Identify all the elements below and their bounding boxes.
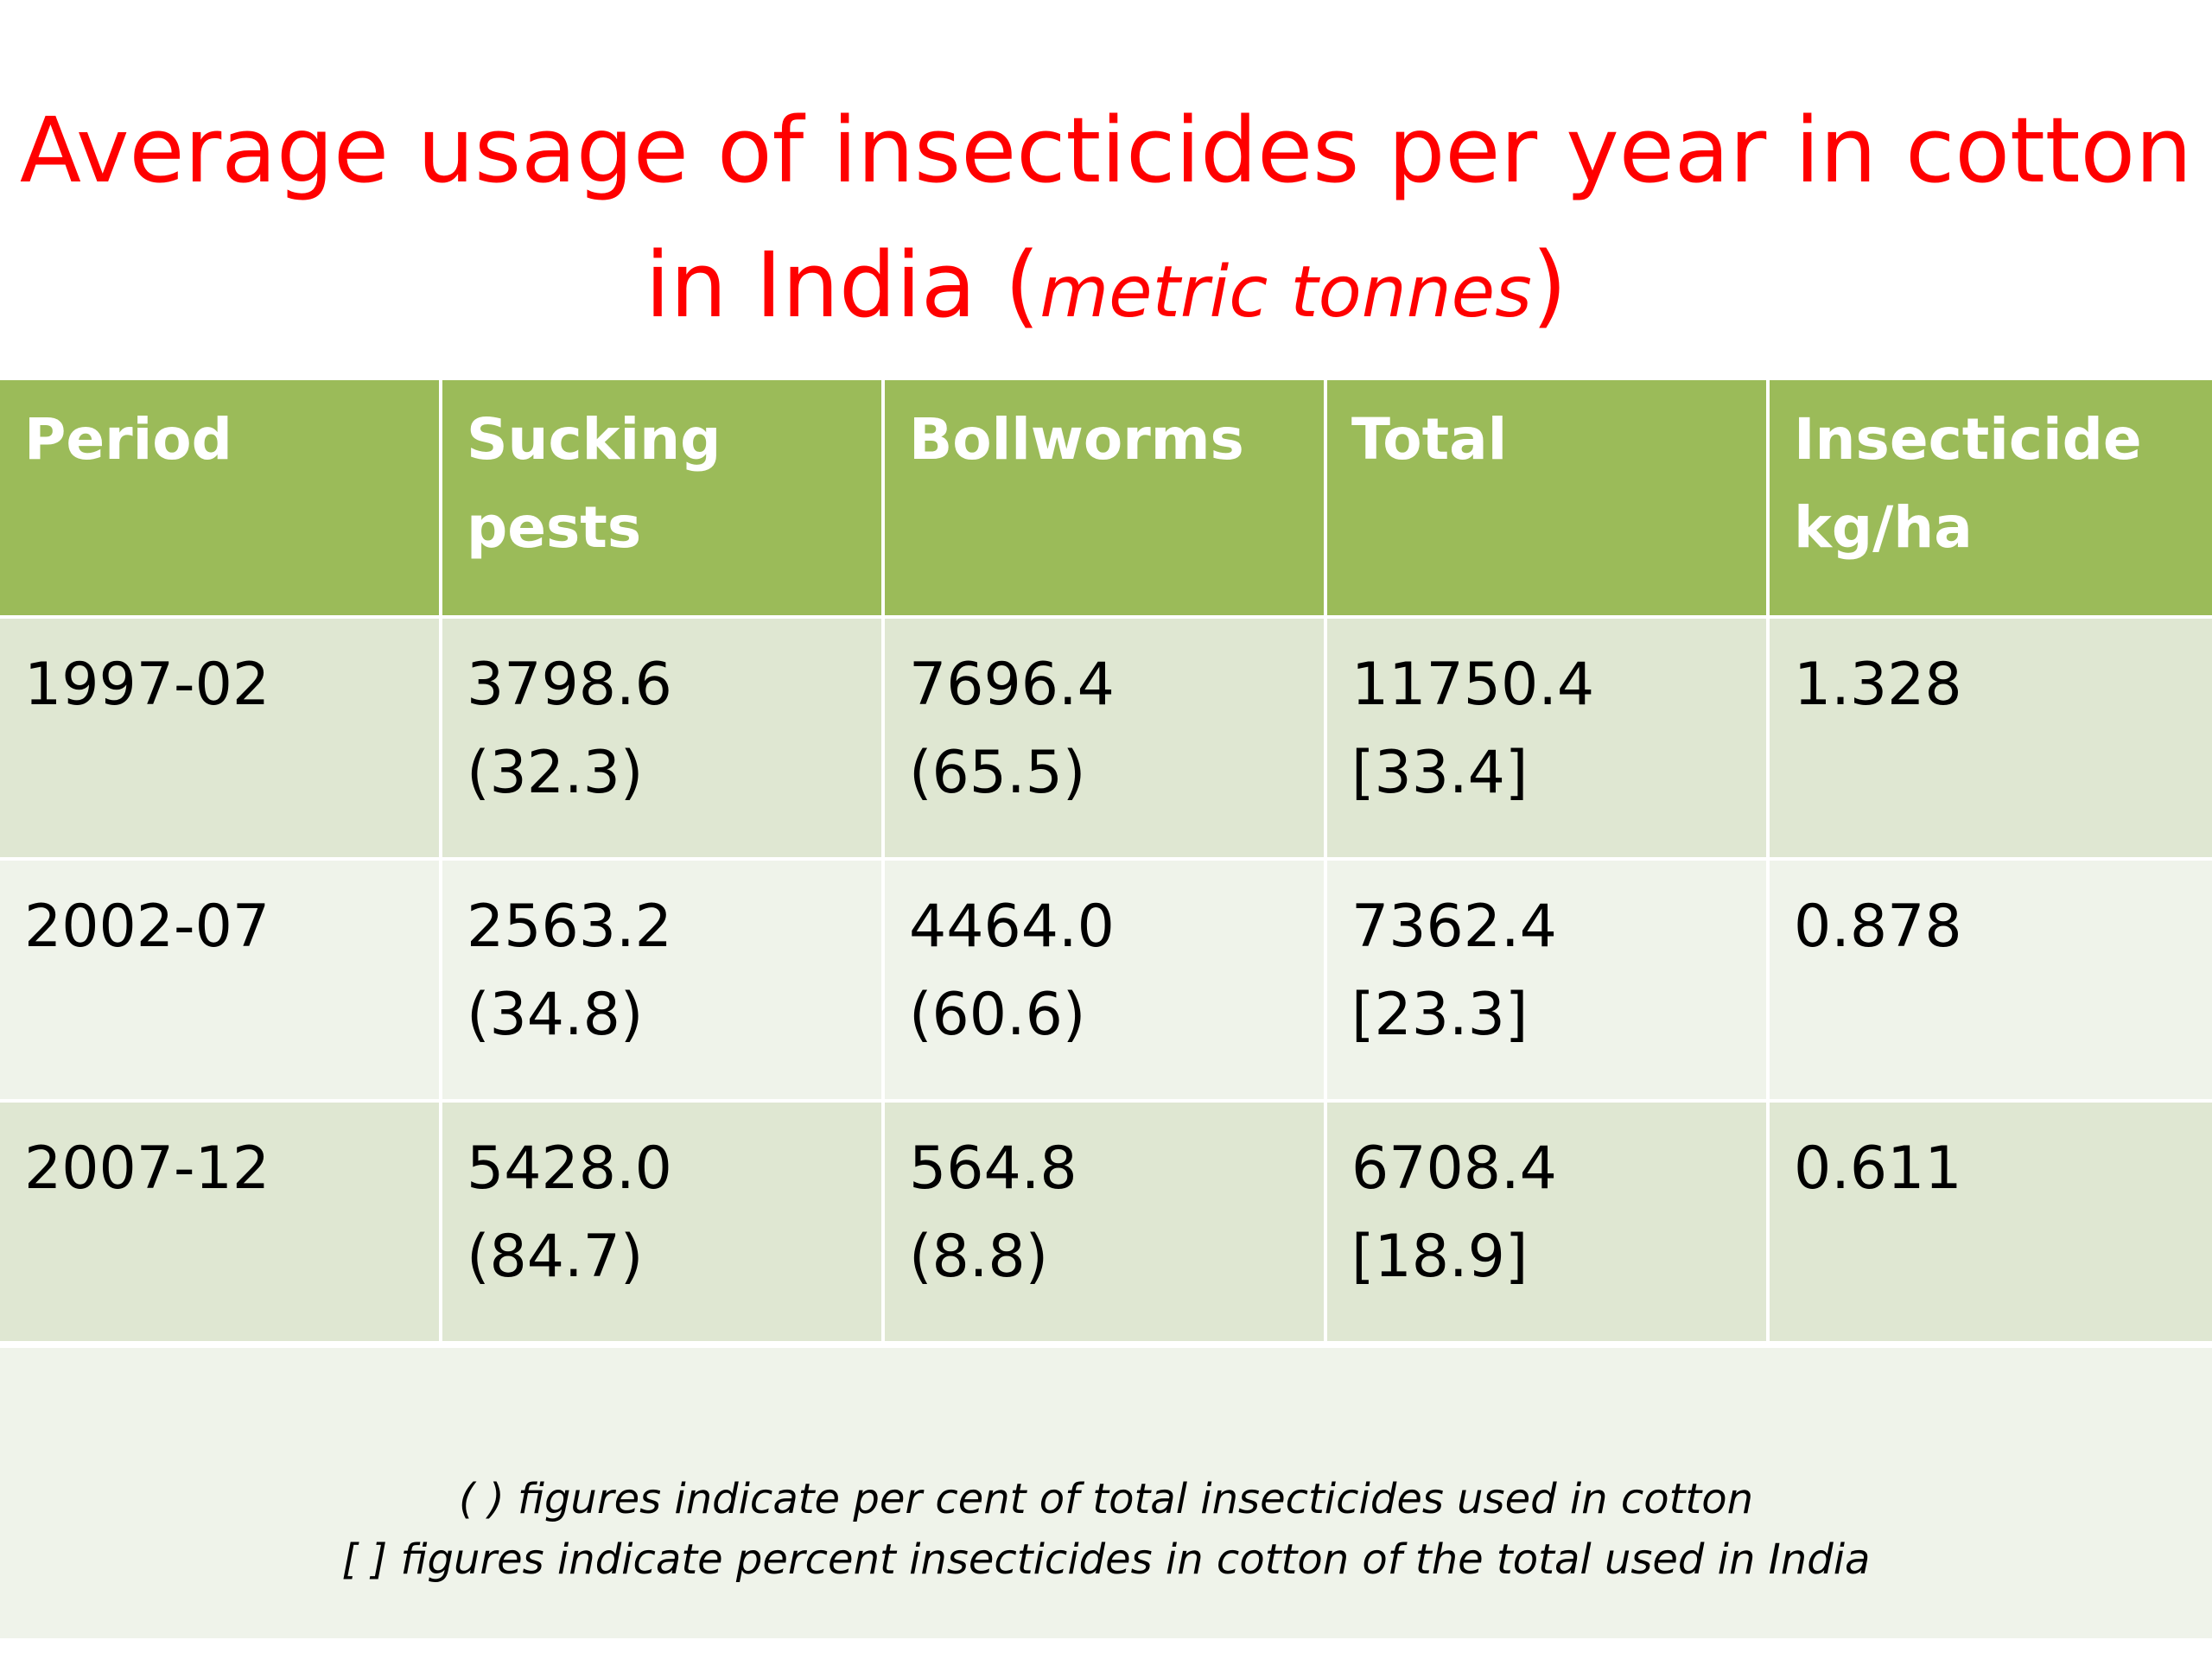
cell-total: 11750.4 [33.4]: [1327, 619, 1770, 861]
cell-kg-ha: 0.611: [1770, 1103, 2212, 1344]
table-row: 2007-12 5428.0 (84.7) 564.8 (8.8) 6708.4…: [0, 1103, 2212, 1344]
kg-ha-value: 0.611: [1794, 1135, 1962, 1203]
table-header-row: Period Sucking pests Bollworms Total Ins…: [0, 380, 2212, 619]
cell-sucking: 3798.6 (32.3): [442, 619, 885, 861]
kg-ha-value: 1.328: [1794, 651, 1962, 719]
header-bollworms: Bollworms: [885, 380, 1327, 619]
footnote-brackets: [ ] figures indicate percent insecticide…: [341, 1535, 1871, 1584]
cell-period: 2002-07: [0, 861, 442, 1103]
total-value: 11750.4: [1351, 651, 1595, 719]
header-kg-ha: Insecticide kg/ha: [1770, 380, 2212, 619]
bollworms-percent: (65.5): [909, 739, 1086, 807]
footnotes: ( ) figures indicate per cent of total i…: [0, 1469, 2212, 1590]
sucking-value: 2563.2: [467, 893, 672, 961]
cell-total: 6708.4 [18.9]: [1327, 1103, 1770, 1344]
cell-bollworms: 7696.4 (65.5): [885, 619, 1327, 861]
cell-total: 7362.4 [23.3]: [1327, 861, 1770, 1103]
header-period-label: Period: [24, 406, 232, 473]
bollworms-percent: (8.8): [909, 1223, 1049, 1291]
cell-bollworms: 564.8 (8.8): [885, 1103, 1327, 1344]
slide-title: Average usage of insecticides per year i…: [0, 83, 2212, 360]
title-close: ): [1531, 232, 1567, 338]
cell-sucking: 2563.2 (34.8): [442, 861, 885, 1103]
cell-kg-ha: 1.328: [1770, 619, 2212, 861]
period-value: 2007-12: [24, 1135, 270, 1203]
sucking-percent: (34.8): [467, 981, 644, 1049]
table-row: 1997-02 3798.6 (32.3) 7696.4 (65.5) 1175…: [0, 619, 2212, 861]
header-sucking-label-line2: pests: [467, 494, 642, 561]
bollworms-value: 564.8: [909, 1135, 1077, 1203]
total-value: 7362.4: [1351, 893, 1557, 961]
sucking-value: 5428.0: [467, 1135, 672, 1203]
header-kg-ha-label-line2: kg/ha: [1794, 494, 1973, 561]
sucking-percent: (32.3): [467, 739, 644, 807]
insecticide-table: Period Sucking pests Bollworms Total Ins…: [0, 380, 2212, 1344]
header-total-label: Total: [1351, 406, 1508, 473]
period-value: 2002-07: [24, 893, 270, 961]
header-sucking-pests: Sucking pests: [442, 380, 885, 619]
header-sucking-label-line1: Sucking: [467, 406, 721, 473]
total-percent: [18.9]: [1351, 1223, 1529, 1291]
table-row: 2002-07 2563.2 (34.8) 4464.0 (60.6) 7362…: [0, 861, 2212, 1103]
cell-period: 1997-02: [0, 619, 442, 861]
sucking-percent: (84.7): [467, 1223, 644, 1291]
cell-period: 2007-12: [0, 1103, 442, 1344]
kg-ha-value: 0.878: [1794, 893, 1962, 961]
notes-band: [0, 1348, 2212, 1638]
title-unit: metric tonnes: [1039, 251, 1532, 334]
header-period: Period: [0, 380, 442, 619]
header-total: Total: [1327, 380, 1770, 619]
footnote-parentheses: ( ) figures indicate per cent of total i…: [458, 1475, 1754, 1523]
title-main: Average usage of insecticides per year i…: [19, 98, 2193, 338]
bollworms-value: 4464.0: [909, 893, 1115, 961]
bollworms-value: 7696.4: [909, 651, 1115, 719]
header-kg-ha-label-line1: Insecticide: [1794, 406, 2142, 473]
total-value: 6708.4: [1351, 1135, 1557, 1203]
total-percent: [33.4]: [1351, 739, 1529, 807]
cell-sucking: 5428.0 (84.7): [442, 1103, 885, 1344]
sucking-value: 3798.6: [467, 651, 672, 719]
bollworms-percent: (60.6): [909, 981, 1086, 1049]
header-bollworms-label: Bollworms: [909, 406, 1244, 473]
cell-bollworms: 4464.0 (60.6): [885, 861, 1327, 1103]
cell-kg-ha: 0.878: [1770, 861, 2212, 1103]
total-percent: [23.3]: [1351, 981, 1529, 1049]
period-value: 1997-02: [24, 651, 270, 719]
